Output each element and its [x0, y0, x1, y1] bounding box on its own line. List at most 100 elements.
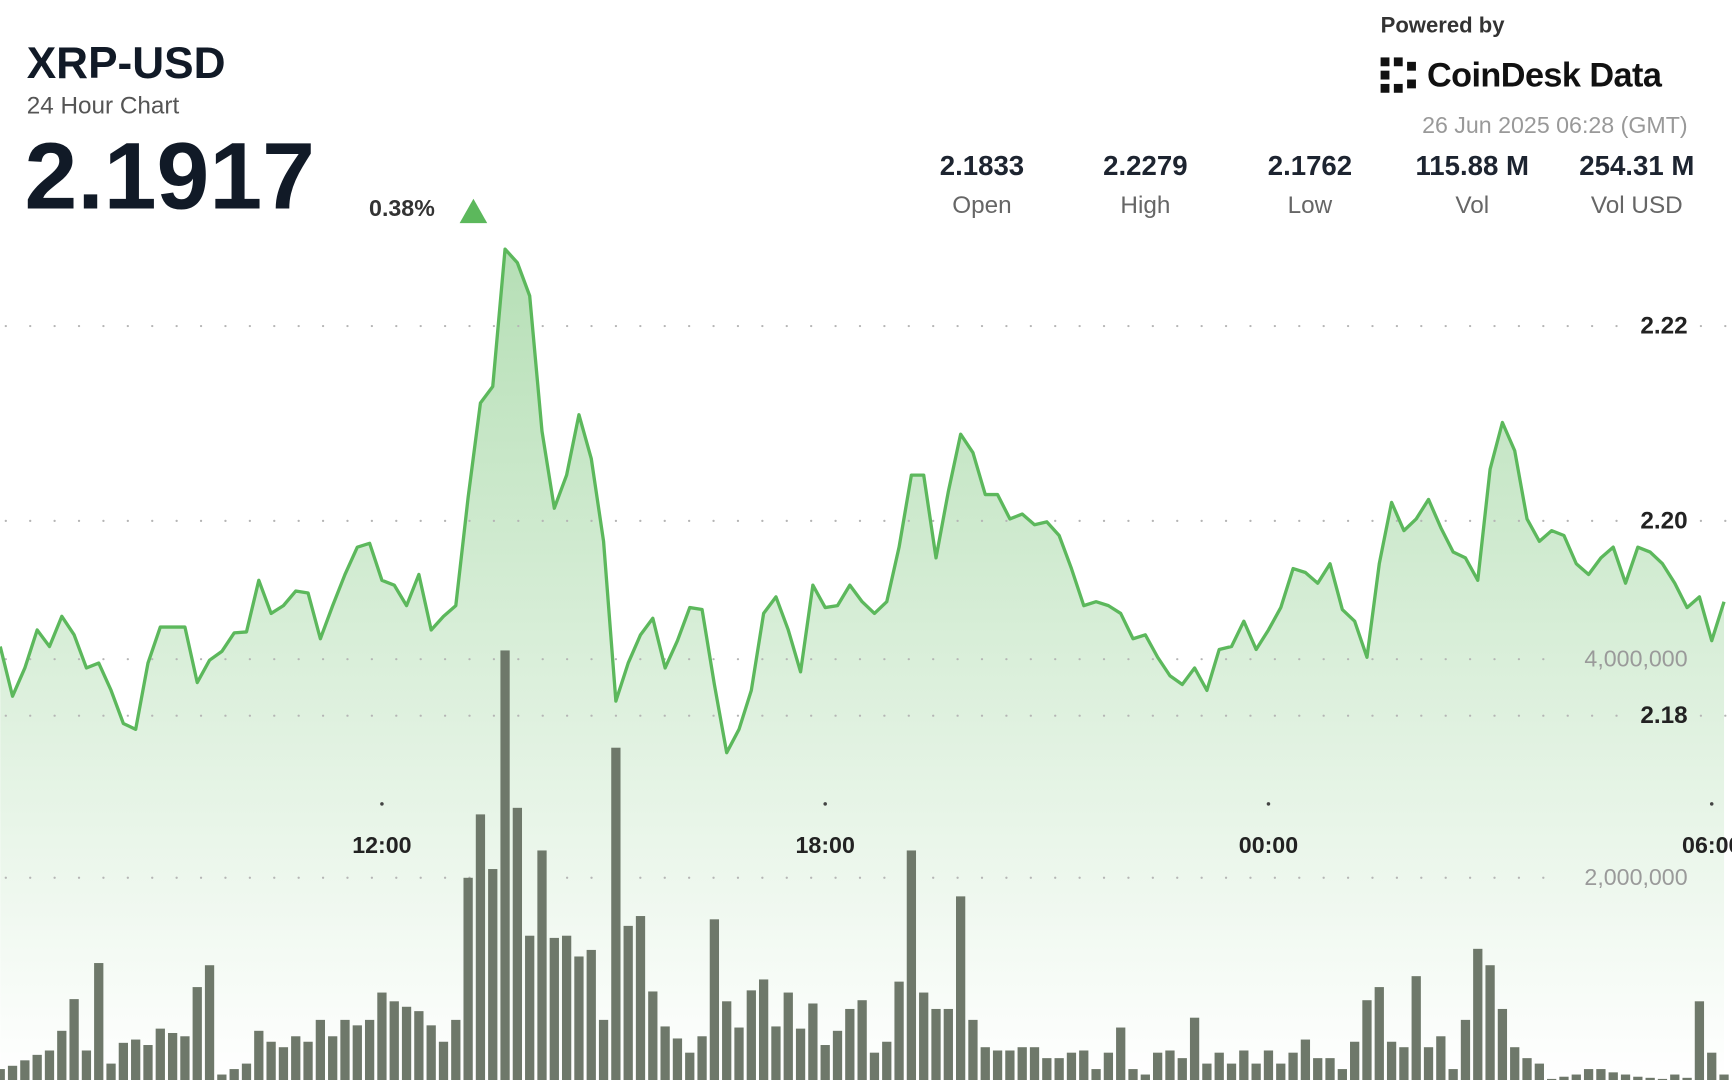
volume-bar — [1177, 1058, 1187, 1080]
stat-value: 2.1833 — [940, 150, 1024, 181]
volume-bar — [143, 1045, 153, 1080]
volume-bar — [20, 1060, 30, 1080]
stat-value: 2.1762 — [1268, 150, 1352, 181]
volume-bar — [1313, 1058, 1323, 1080]
powered-by: Powered by — [1381, 12, 1506, 37]
volume-bar — [1350, 1041, 1360, 1080]
volume-bar — [1189, 1017, 1200, 1080]
stat-label: Vol USD — [1591, 192, 1683, 219]
volume-bar — [69, 999, 79, 1080]
volume-bar — [254, 1030, 264, 1080]
volume-bar — [241, 1063, 252, 1080]
x-tick-label: 00:00 — [1239, 832, 1298, 858]
volume-bar — [1054, 1058, 1064, 1080]
volume-bar — [1707, 1052, 1717, 1080]
volume-bar — [1276, 1063, 1286, 1080]
volume-bar — [1005, 1050, 1015, 1080]
volume-bar — [217, 1074, 227, 1080]
stat-label: High — [1120, 192, 1170, 219]
volume-bar — [315, 1019, 326, 1080]
volume-bar — [1042, 1058, 1052, 1080]
volume-bar — [1029, 1047, 1040, 1080]
volume-bar — [488, 869, 498, 1080]
volume-bar — [1534, 1063, 1544, 1080]
volume-bar — [1633, 1076, 1643, 1080]
volume-bar — [0, 1069, 5, 1080]
volume-bar — [574, 956, 584, 1080]
volume-bar — [7, 1065, 18, 1080]
volume-bar — [512, 807, 523, 1080]
volume-bar — [401, 1006, 412, 1080]
volume-bar — [155, 1028, 165, 1080]
volume-bar — [118, 1042, 128, 1080]
volume-bar — [1128, 1069, 1138, 1080]
x-tick-mark — [823, 802, 827, 806]
x-tick-mark — [1709, 802, 1714, 806]
volume-bar — [1571, 1074, 1581, 1080]
volume-bar — [266, 1041, 276, 1080]
volume-bar — [1153, 1052, 1163, 1080]
volume-bar — [857, 1000, 867, 1080]
volume-bar — [956, 896, 966, 1080]
volume-bar — [1620, 1074, 1631, 1080]
volume-bar — [734, 1027, 744, 1080]
volume-bar — [635, 916, 646, 1080]
title: XRP-USD — [27, 39, 226, 88]
volume-bar — [1300, 1039, 1311, 1080]
volume-bar — [167, 1032, 178, 1080]
volume-bar — [438, 1041, 449, 1080]
volume-bar — [32, 1054, 42, 1080]
volume-bar — [94, 963, 104, 1080]
volume-bar — [525, 935, 535, 1080]
volume-bar — [1522, 1058, 1532, 1080]
volume-bar — [685, 1052, 695, 1080]
volume-bar — [1202, 1063, 1212, 1080]
stat-value: 2.2279 — [1103, 150, 1187, 181]
volume-bar — [882, 1041, 892, 1080]
volume-bar — [1448, 1069, 1458, 1080]
volume-bar — [1165, 1050, 1175, 1080]
volume-bar — [1116, 1027, 1126, 1080]
volume-bar — [131, 1039, 141, 1080]
volume-bar — [1362, 1000, 1372, 1080]
volume-bar — [894, 981, 904, 1080]
volume-bar — [672, 1038, 683, 1080]
volume-bar — [931, 1008, 941, 1080]
volume-bar — [1547, 1078, 1557, 1080]
volume-bar — [992, 1050, 1003, 1080]
volume-bar — [1436, 1036, 1446, 1080]
x-tick-label: 12:00 — [352, 832, 411, 858]
y-tick-label: 2.18 — [1640, 702, 1687, 729]
volume-bar — [1510, 1047, 1520, 1080]
volume-bar — [758, 979, 769, 1080]
volume-bar — [783, 992, 793, 1080]
x-tick-mark — [1266, 802, 1271, 806]
volume-bar — [1017, 1047, 1027, 1080]
volume-bar — [1411, 976, 1421, 1080]
y-tick-label: 2.22 — [1640, 313, 1687, 340]
volume-bar — [1608, 1072, 1618, 1080]
volume-bar — [660, 1026, 670, 1080]
volume-bar — [475, 814, 486, 1080]
stat-label: Low — [1288, 192, 1333, 219]
volume-bar — [1559, 1076, 1569, 1080]
volume-bar — [1066, 1052, 1077, 1080]
stats: 2.1833 Open 2.2279 High 2.1762 Low 115.88 M Vol… — [940, 150, 1695, 219]
stat-label: Open — [952, 192, 1011, 219]
volume-bar — [1374, 987, 1384, 1080]
volume-bar — [869, 1052, 880, 1080]
volume-bar — [697, 1036, 707, 1080]
volume-bar — [746, 990, 756, 1080]
volume-bar — [389, 1001, 399, 1080]
volume-bar — [771, 1026, 781, 1080]
volume-bar — [845, 1008, 855, 1080]
price: 2.1917 — [25, 123, 315, 229]
volume-bar — [1657, 1078, 1668, 1080]
volume-bar — [192, 987, 202, 1080]
volume-bar — [1325, 1058, 1335, 1080]
volume-bar — [1682, 1077, 1692, 1080]
volume-bar — [451, 1019, 461, 1080]
y2-tick-label: 2,000,000 — [1584, 864, 1687, 890]
volume-bar — [414, 1011, 424, 1080]
